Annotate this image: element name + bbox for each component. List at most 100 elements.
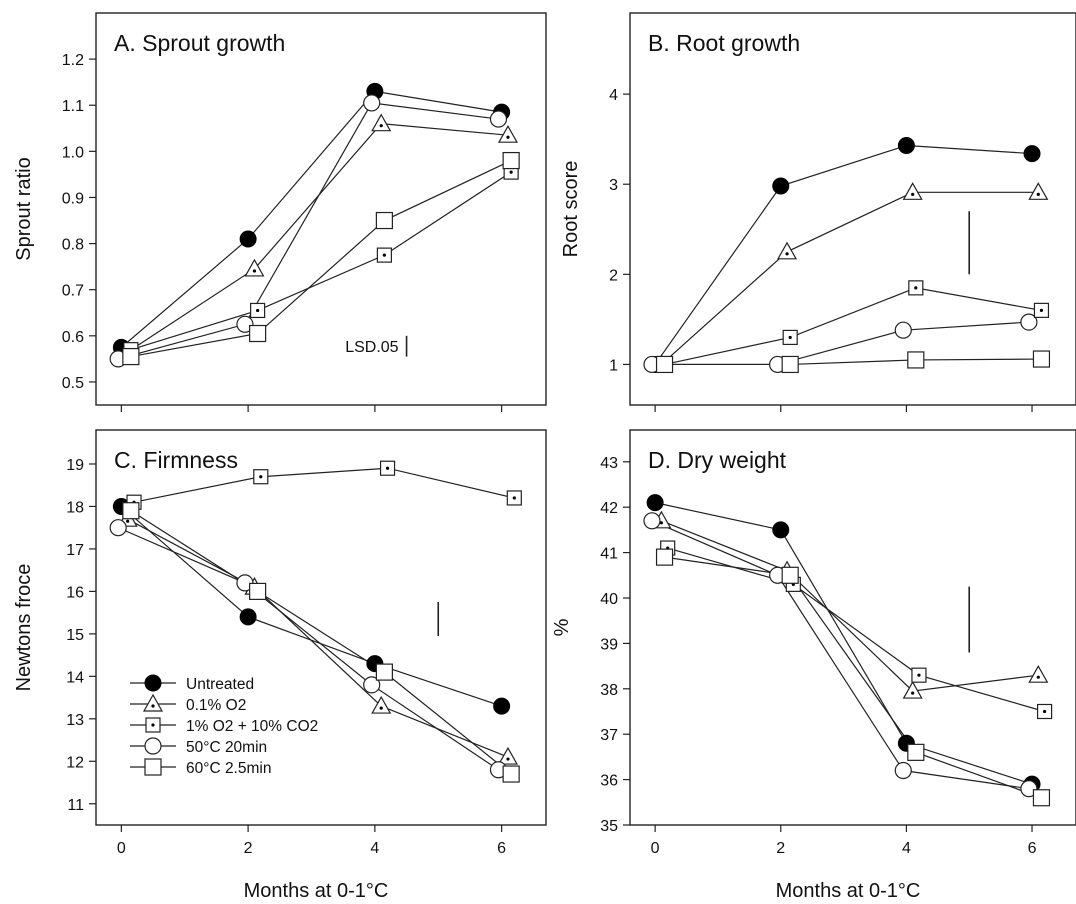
data-point-s0-p3 (1023, 145, 1041, 163)
y-axis-label: Newtons froce (13, 564, 35, 692)
y-tick-label: 3 (609, 177, 618, 194)
data-point-s0-p1 (772, 177, 790, 195)
series-line-3 (117, 527, 499, 771)
data-point-s3-p2 (363, 676, 381, 694)
data-point-s1-p2 (902, 680, 923, 699)
x-tick-label: 6 (497, 840, 506, 857)
series-line-2 (133, 467, 515, 503)
data-point-s4-p2 (907, 743, 925, 761)
x-tick-label: 2 (776, 840, 785, 857)
data-point-s4-p3 (1032, 789, 1051, 807)
y-tick-label: 15 (66, 627, 84, 644)
data-point-s2-p2-dot (917, 673, 921, 677)
data-point-s4-p3 (1032, 350, 1051, 368)
data-point-s2-p1-dot (259, 475, 263, 479)
x-tick-label: 6 (1028, 840, 1037, 857)
data-point-s4-p1 (781, 566, 799, 584)
data-point-s1-p3 (497, 124, 518, 143)
y-tick-label: 42 (600, 500, 618, 517)
data-point-s0-p0 (646, 494, 664, 512)
data-point-s3-p2 (894, 321, 912, 339)
y-tick-label: 1.2 (62, 52, 84, 69)
series-line-4 (130, 160, 512, 358)
data-point-s3-p0 (109, 519, 127, 537)
plot-frame (629, 12, 1076, 406)
legend-label: Untreated (186, 676, 254, 693)
panel-title: B. Root growth (648, 30, 800, 56)
data-point-s4-p0 (122, 502, 140, 520)
lsd-label: LSD.05 (345, 339, 398, 356)
data-point-s1-p3-shape (1028, 664, 1049, 683)
legend-marker-dot (151, 723, 155, 727)
data-point-s0-p1 (239, 230, 257, 248)
legend-marker (145, 717, 161, 733)
y-tick-label: 41 (600, 546, 618, 563)
y-tick-label: 0.8 (62, 237, 84, 254)
plot-frame (629, 429, 1076, 826)
series-line-2 (130, 171, 512, 351)
series-line-0 (654, 502, 1033, 785)
data-point-s1-p1-shape (244, 258, 265, 277)
data-point-s4-p1 (249, 324, 267, 343)
data-point-s1-p1 (777, 241, 798, 260)
legend-label: 0.1% O2 (186, 697, 246, 714)
panel-a: 0.5 0.6 0.7 0.8 0.9 1.0 1.1 1.2 A. Sprout growth… (13, 12, 547, 412)
data-point-s2-p2 (908, 280, 924, 296)
data-point-s0-p1 (772, 521, 790, 539)
data-point-s3-p3 (489, 110, 508, 128)
data-point-s2-p2 (379, 460, 396, 476)
data-point-s1-p2-dot (911, 192, 915, 196)
legend-marker-shape (142, 693, 164, 712)
data-point-s2-p1-dot (788, 335, 792, 340)
data-point-s1-p2-dot (379, 706, 383, 710)
panel-c: 11 12 13 14 15 16 17 18 19 0 2 4 6 C. Firmness Newtons… (13, 429, 547, 902)
data-point-s2-p2-dot (382, 253, 386, 257)
x-axis-label: Months at 0-1°C (244, 880, 389, 902)
data-point-s4-p2 (907, 351, 925, 369)
panel-title: C. Firmness (114, 447, 238, 473)
data-point-s2-p1-dot (256, 308, 260, 313)
x-tick-label: 0 (651, 840, 660, 857)
series-line-0 (654, 144, 1033, 365)
plot-frame (95, 429, 547, 826)
data-point-s1-p2 (371, 695, 392, 714)
series-line-1 (661, 520, 1039, 692)
series-line-3 (651, 520, 1029, 790)
legend-label: 1% O2 + 10% CO2 (186, 718, 318, 735)
y-tick-label: 39 (600, 636, 618, 653)
series-line-1 (661, 191, 1039, 365)
data-point-s3-p1 (236, 315, 254, 333)
data-point-s1-p3-shape (497, 124, 518, 143)
data-point-s1-p1 (244, 258, 265, 277)
data-point-s1-p2-shape (371, 113, 392, 132)
series-line-0 (120, 505, 502, 707)
y-tick-label: 18 (66, 499, 84, 516)
series-line-4 (664, 556, 1042, 799)
y-tick-label: 16 (66, 584, 84, 601)
data-point-s2-p2-dot (385, 466, 390, 470)
data-point-s1-p3 (1028, 664, 1049, 683)
data-point-s2-p3-dot (512, 496, 516, 500)
y-tick-label: 13 (66, 712, 84, 729)
y-tick-label: 1 (609, 357, 618, 374)
data-point-s2-p1 (250, 302, 266, 319)
data-point-s1-p3 (497, 746, 518, 765)
series-line-2 (664, 287, 1042, 366)
y-tick-label: 11 (67, 797, 84, 814)
y-tick-label: 1.1 (62, 98, 84, 115)
series-line-0 (120, 90, 502, 348)
y-tick-label: 0.5 (62, 375, 84, 392)
series-line-4 (664, 358, 1042, 366)
y-tick-label: 17 (66, 542, 84, 559)
x-tick-label: 0 (117, 840, 126, 857)
data-point-s3-p2 (363, 94, 381, 112)
data-point-s1-p1-dot (785, 252, 789, 256)
y-axis-label: Sprout ratio (13, 157, 35, 260)
data-point-s1-p1-shape (777, 241, 798, 260)
panel-title: D. Dry weight (648, 447, 787, 473)
y-tick-label: 1.0 (62, 144, 84, 161)
data-point-s1-p2 (371, 113, 392, 132)
data-point-s1-p3 (1028, 182, 1049, 200)
y-axis-label: % (551, 618, 573, 636)
